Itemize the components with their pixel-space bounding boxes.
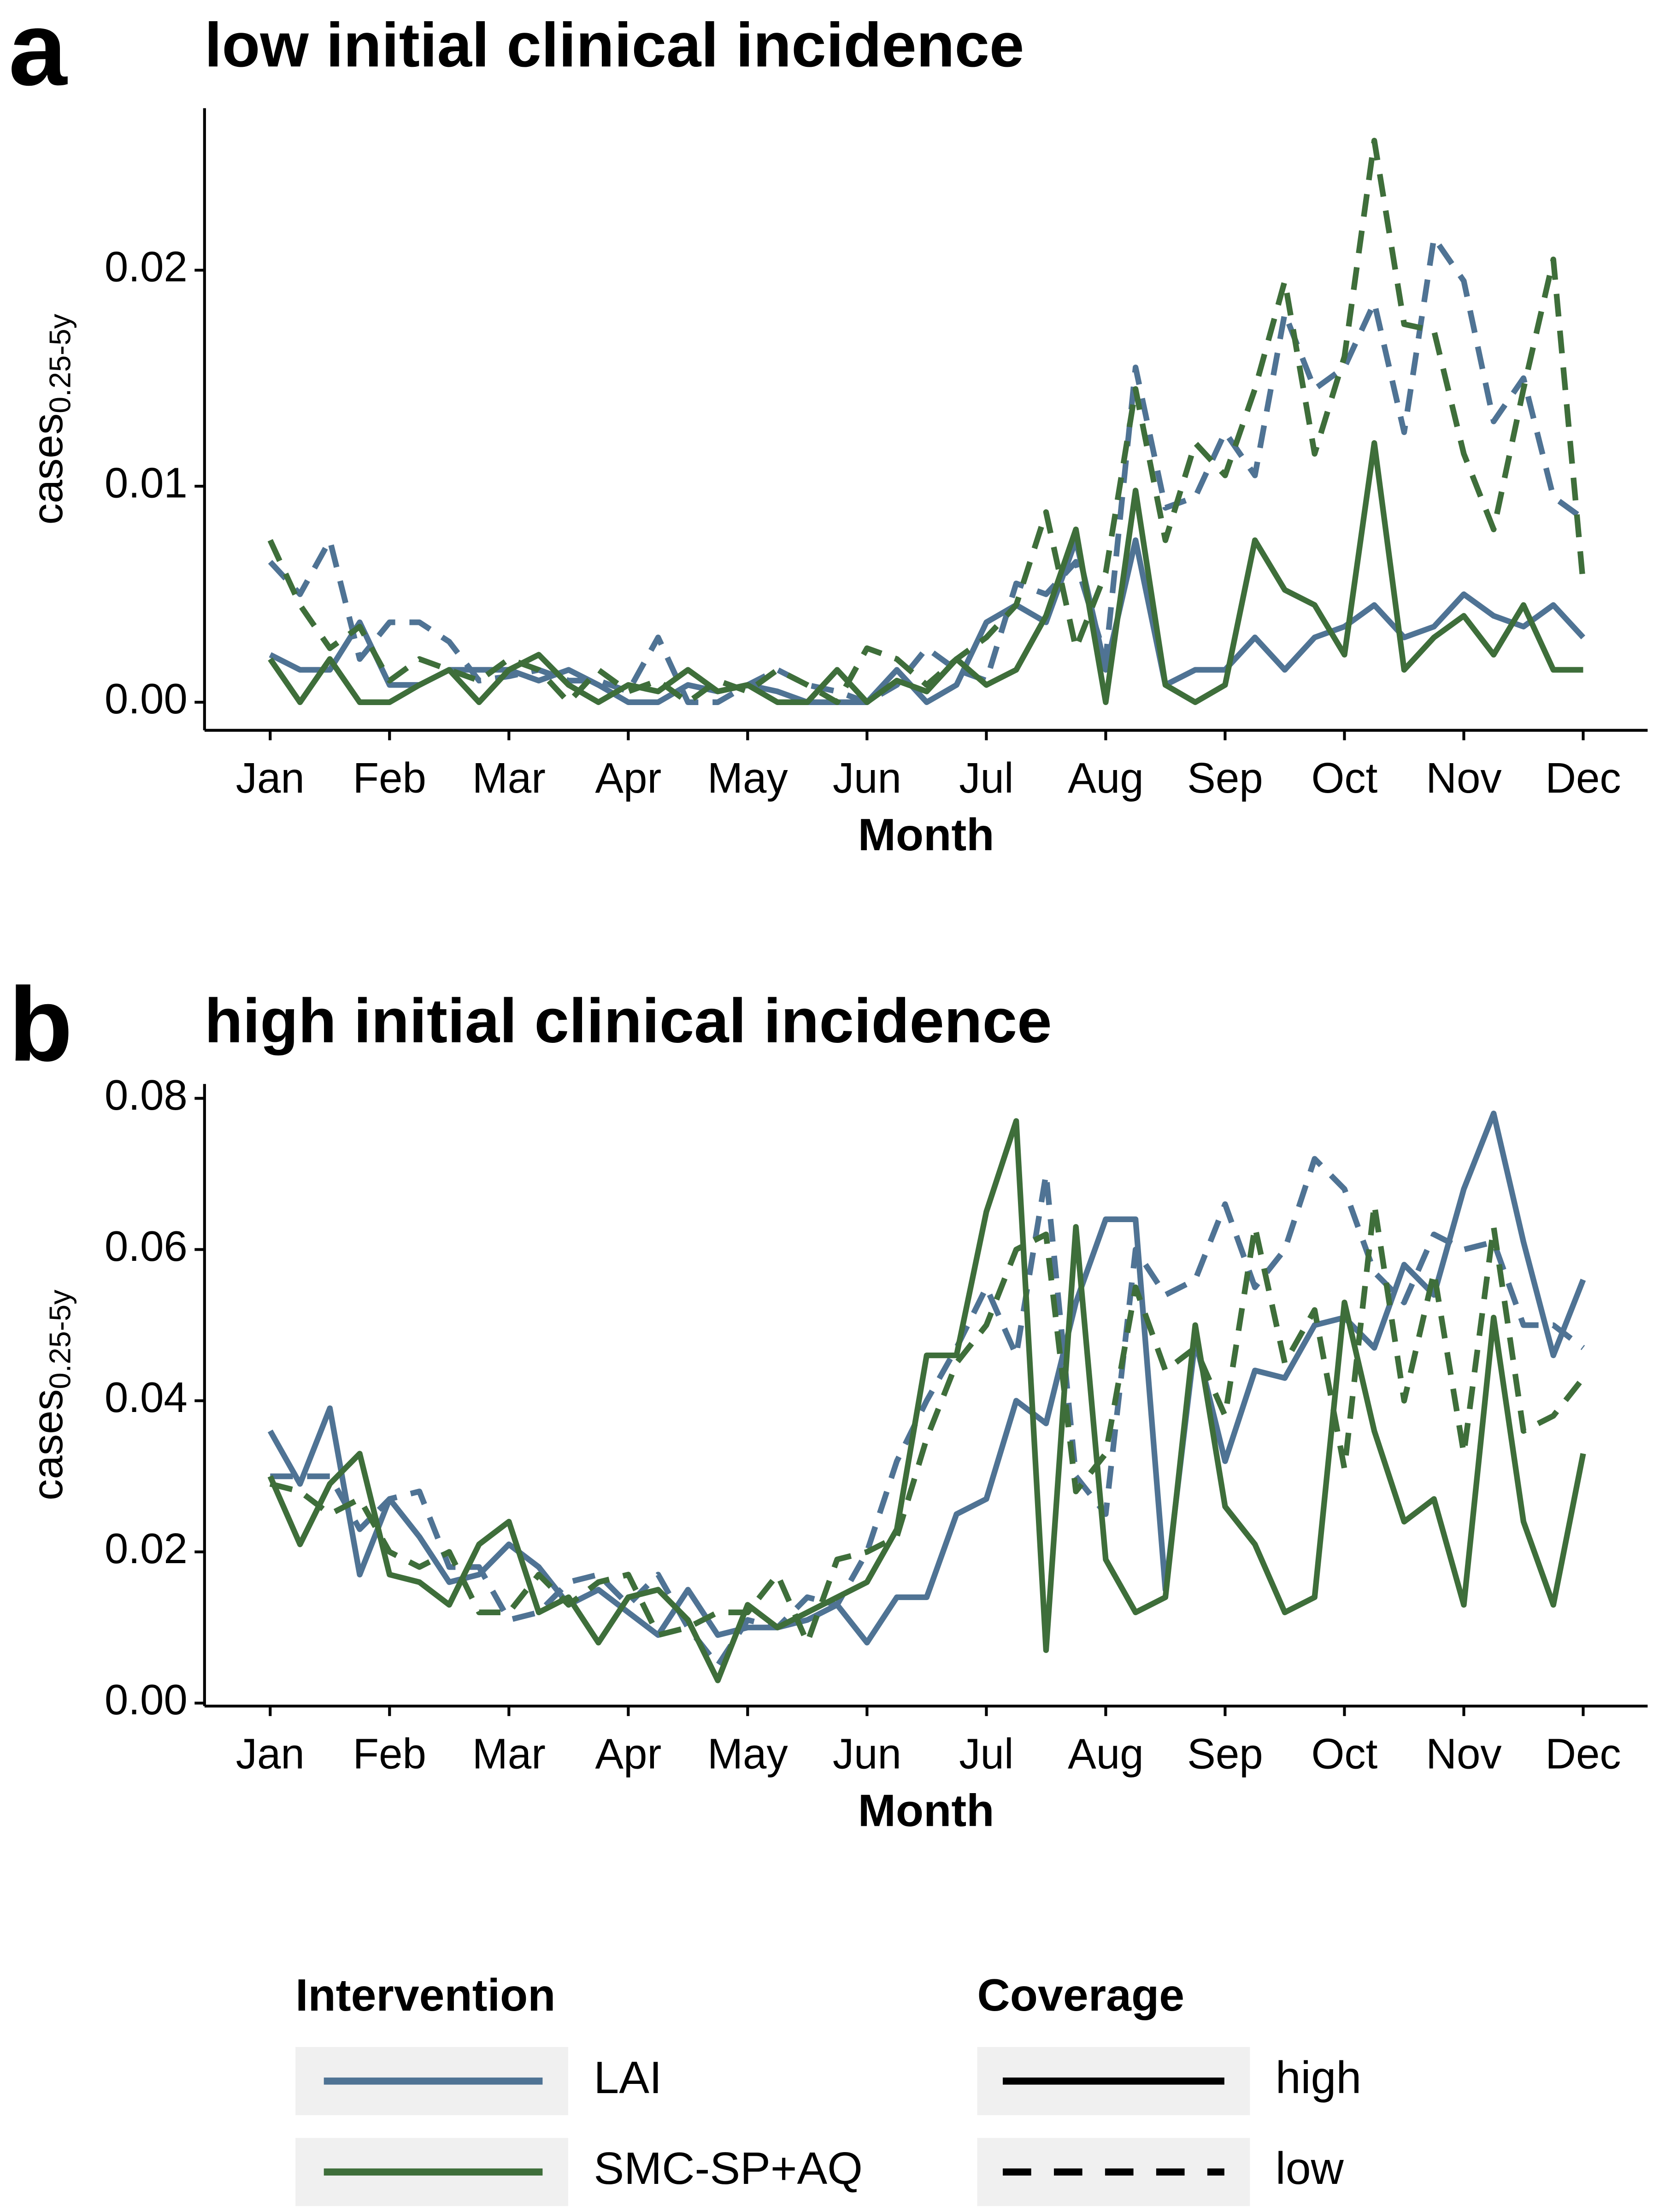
x-tick-label: Jul (959, 754, 1013, 802)
x-tick-label: May (707, 754, 788, 802)
chart-title: low initial clinical incidence (205, 10, 1024, 80)
x-tick-label: Nov (1426, 1730, 1501, 1778)
y-axis-label: cases0.25-5y (24, 313, 76, 524)
chart-title: high initial clinical incidence (205, 986, 1052, 1056)
x-tick-label: Sep (1187, 754, 1263, 802)
x-tick-label: Mar (472, 754, 546, 802)
legend-label: SMC-SP+AQ (594, 2143, 863, 2194)
x-tick-label: Feb (353, 754, 426, 802)
x-tick-label: Apr (595, 1730, 661, 1778)
y-tick-label: 0.01 (105, 459, 188, 506)
x-tick-label: Mar (472, 1730, 546, 1778)
legend-title: Coverage (977, 1970, 1184, 2020)
x-tick-label: Aug (1068, 1730, 1144, 1778)
y-axis-label-sub: 0.25-5y (43, 313, 77, 413)
x-axis-label: Month (858, 809, 994, 860)
x-tick-label: Sep (1187, 1730, 1263, 1778)
x-axis-label: Month (858, 1785, 994, 1836)
y-tick-label: 0.02 (105, 243, 188, 291)
y-tick-label: 0.04 (105, 1373, 188, 1421)
x-tick-label: May (707, 1730, 788, 1778)
x-tick-label: Oct (1312, 1730, 1378, 1778)
series-line (267, 1118, 1586, 1683)
x-tick-label: Oct (1312, 754, 1378, 802)
y-axis-label-sub: 0.25-5y (43, 1289, 77, 1389)
series-line (268, 235, 1585, 705)
y-tick-label: 0.00 (105, 675, 188, 723)
x-tick-label: Jun (833, 1730, 901, 1778)
legend-label: low (1276, 2143, 1344, 2194)
x-tick-label: Aug (1068, 754, 1144, 802)
y-tick-label: 0.08 (105, 1071, 188, 1119)
y-axis-label-main: cases (24, 1389, 71, 1500)
y-tick-label: 0.06 (105, 1222, 188, 1270)
series-line (268, 440, 1583, 705)
y-tick-label: 0.00 (105, 1676, 188, 1724)
panel-letter: a (8, 0, 68, 107)
x-tick-label: Dec (1545, 754, 1621, 802)
x-tick-label: Jan (236, 754, 305, 802)
x-tick-label: Jan (236, 1730, 305, 1778)
x-tick-label: Apr (595, 754, 661, 802)
panel-letter: b (8, 966, 72, 1083)
series-line (267, 1111, 1586, 1646)
y-axis-label-main: cases (24, 413, 71, 525)
legend-label: high (1276, 2052, 1361, 2103)
y-tick-label: 0.02 (105, 1524, 188, 1572)
x-tick-label: Dec (1545, 1730, 1621, 1778)
series-line (269, 537, 1586, 705)
y-axis-label: cases0.25-5y (24, 1289, 76, 1500)
series-line (270, 1156, 1585, 1668)
series-line (269, 1201, 1586, 1646)
x-tick-label: Jun (833, 754, 901, 802)
x-tick-label: Feb (353, 1730, 426, 1778)
series-line (267, 137, 1586, 705)
x-tick-label: Nov (1426, 754, 1501, 802)
legend-title: Intervention (295, 1970, 555, 2020)
legend-label: LAI (594, 2052, 662, 2103)
x-tick-label: Jul (959, 1730, 1013, 1778)
